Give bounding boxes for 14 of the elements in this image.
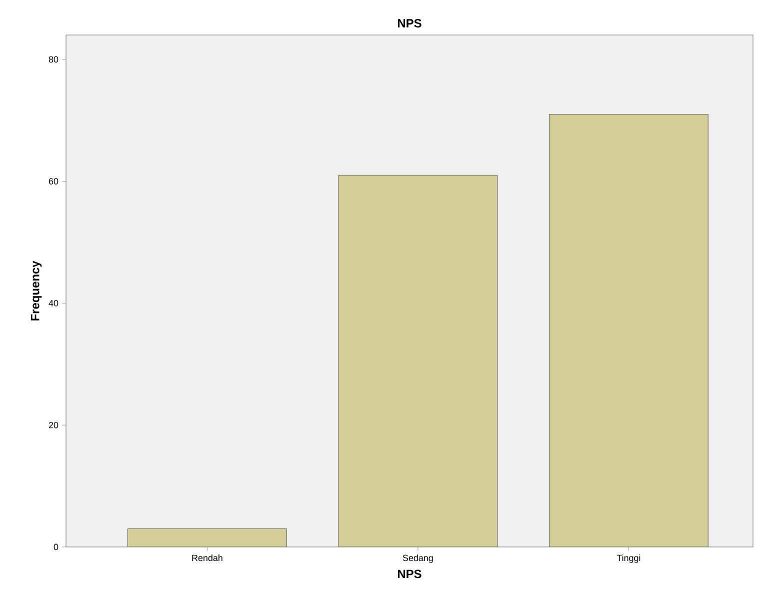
y-tick-label: 20	[48, 422, 58, 428]
y-axis-title: Frequency	[30, 260, 42, 320]
bar	[338, 174, 498, 547]
x-tick-label: Sedang	[402, 554, 433, 563]
x-axis-title: NPS	[398, 570, 422, 578]
y-tick-label: 40	[48, 300, 58, 306]
bar	[549, 114, 708, 547]
x-tick-label: Tinggi	[616, 554, 640, 563]
bar	[128, 528, 287, 547]
y-tick-label: 0	[54, 544, 58, 550]
y-tick-label: 80	[48, 56, 58, 63]
chart-title: NPS	[398, 19, 422, 28]
x-tick-label: Rendah	[192, 554, 222, 562]
y-tick-label: 60	[48, 178, 58, 184]
